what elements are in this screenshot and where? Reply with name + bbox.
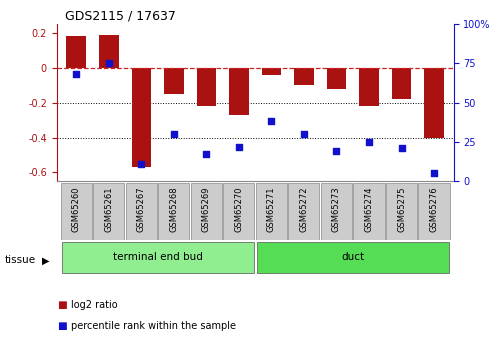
Bar <box>419 183 450 240</box>
Bar <box>327 68 346 89</box>
Point <box>170 131 178 137</box>
Text: log2 ratio: log2 ratio <box>71 300 118 310</box>
Bar <box>223 183 254 240</box>
Point <box>203 152 211 157</box>
Point <box>235 144 243 149</box>
Text: ■: ■ <box>57 300 67 310</box>
Bar <box>191 183 222 240</box>
Point <box>332 149 340 154</box>
Text: terminal end bud: terminal end bud <box>112 252 203 262</box>
Text: GSM65274: GSM65274 <box>364 186 374 232</box>
Bar <box>229 68 248 115</box>
Text: GSM65267: GSM65267 <box>137 186 146 232</box>
Text: GSM65270: GSM65270 <box>234 186 244 232</box>
Point <box>72 72 80 77</box>
Bar <box>359 68 379 106</box>
Text: GSM65273: GSM65273 <box>332 186 341 232</box>
Text: GSM65272: GSM65272 <box>299 186 309 232</box>
Point <box>300 131 308 137</box>
Point <box>365 139 373 145</box>
Bar <box>321 183 352 240</box>
Bar <box>132 68 151 167</box>
Point <box>397 145 405 151</box>
Bar <box>126 183 157 240</box>
Text: GSM65276: GSM65276 <box>429 186 439 232</box>
Point <box>430 170 438 176</box>
Text: ■: ■ <box>57 321 67 331</box>
Text: GSM65275: GSM65275 <box>397 186 406 232</box>
Text: percentile rank within the sample: percentile rank within the sample <box>71 321 237 331</box>
Bar <box>197 68 216 106</box>
Bar <box>67 36 86 68</box>
Text: GSM65271: GSM65271 <box>267 186 276 232</box>
Point <box>267 119 275 124</box>
Text: GDS2115 / 17637: GDS2115 / 17637 <box>65 10 176 23</box>
Point <box>105 61 113 66</box>
Bar <box>158 183 189 240</box>
Bar <box>99 34 118 68</box>
Text: GSM65269: GSM65269 <box>202 186 211 232</box>
Point <box>138 161 145 167</box>
Bar <box>93 183 124 240</box>
Bar <box>256 183 287 240</box>
Bar <box>386 183 417 240</box>
Bar <box>424 68 444 138</box>
Text: ▶: ▶ <box>42 256 49 265</box>
Text: GSM65261: GSM65261 <box>104 186 113 232</box>
Bar <box>257 241 449 273</box>
Bar <box>353 183 385 240</box>
Bar <box>392 68 411 99</box>
Bar <box>62 241 253 273</box>
Text: GSM65260: GSM65260 <box>71 186 81 232</box>
Text: duct: duct <box>341 252 364 262</box>
Text: GSM65268: GSM65268 <box>169 186 178 232</box>
Bar <box>262 68 281 75</box>
Bar <box>61 183 92 240</box>
Text: tissue: tissue <box>5 256 36 265</box>
Bar <box>288 183 319 240</box>
Bar <box>164 68 183 94</box>
Bar <box>294 68 314 85</box>
